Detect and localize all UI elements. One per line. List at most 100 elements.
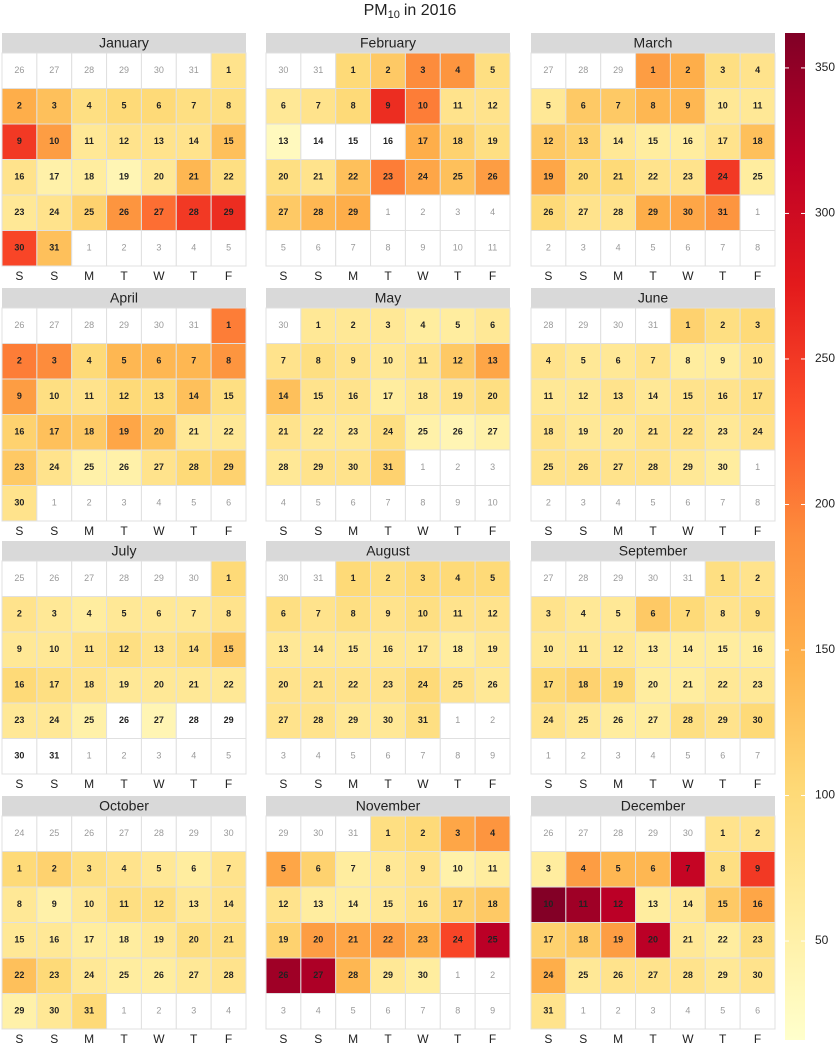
month-header (266, 33, 510, 53)
empty-cell (175, 230, 212, 267)
day-number: 27 (154, 462, 164, 472)
weekday-label: S (579, 269, 587, 283)
day-cell (635, 52, 671, 89)
weekday-label: S (50, 1032, 58, 1045)
day-cell (474, 159, 511, 196)
empty-cell (739, 230, 776, 267)
other-month-day: 3 (455, 207, 460, 217)
day-number: 3 (720, 65, 725, 75)
month-header (2, 33, 246, 53)
other-month-day: 5 (226, 243, 231, 253)
day-cell (210, 922, 247, 959)
empty-cell (300, 52, 337, 89)
day-number: 28 (189, 715, 199, 725)
day-number: 23 (14, 462, 24, 472)
weekday-label: S (279, 1032, 287, 1045)
day-number: 16 (683, 136, 693, 146)
day-cell (704, 52, 741, 89)
other-month-day: 25 (49, 828, 59, 838)
day-number: 3 (546, 609, 551, 619)
day-number: 18 (84, 427, 94, 437)
weekday-label: W (682, 1032, 694, 1045)
other-month-day: 3 (156, 751, 161, 761)
day-number: 1 (385, 828, 390, 838)
weekday-label: S (544, 777, 552, 791)
day-cell (565, 159, 602, 196)
day-cell (404, 159, 441, 196)
day-number: 22 (14, 970, 24, 980)
day-number: 5 (616, 864, 621, 874)
other-month-day: 24 (14, 828, 24, 838)
day-number: 11 (579, 644, 589, 654)
day-cell (36, 631, 73, 668)
day-number: 4 (490, 828, 495, 838)
day-cell (439, 343, 476, 380)
other-month-day: 27 (543, 65, 553, 75)
day-number: 23 (718, 427, 728, 437)
empty-cell (739, 485, 776, 522)
day-cell (106, 667, 142, 704)
day-number: 22 (718, 680, 728, 690)
day-number: 26 (578, 462, 588, 472)
day-cell (530, 631, 567, 668)
day-number: 16 (49, 935, 59, 945)
day-cell (530, 159, 567, 196)
empty-cell (140, 738, 177, 775)
day-cell (739, 815, 776, 852)
day-cell (474, 123, 511, 160)
weekday-label: F (225, 269, 232, 283)
other-month-day: 30 (613, 320, 623, 330)
day-number: 10 (49, 136, 59, 146)
day-number: 4 (455, 573, 460, 583)
other-month-day: 3 (490, 462, 495, 472)
day-number: 20 (648, 680, 658, 690)
day-cell (669, 123, 706, 160)
day-number: 9 (720, 356, 725, 366)
other-month-day: 2 (455, 462, 460, 472)
day-number: 30 (14, 243, 24, 253)
other-month-day: 1 (455, 715, 460, 725)
day-number: 25 (453, 172, 463, 182)
day-cell (265, 88, 302, 125)
day-cell (1, 596, 38, 633)
empty-cell (36, 560, 73, 597)
day-cell (210, 52, 247, 89)
empty-cell (669, 485, 706, 522)
day-cell (739, 88, 776, 125)
other-month-day: 4 (281, 498, 286, 508)
day-number: 10 (418, 609, 428, 619)
day-cell (210, 957, 247, 994)
day-number: 20 (488, 391, 498, 401)
day-number: 9 (385, 609, 390, 619)
day-number: 16 (418, 899, 428, 909)
other-month-day: 4 (616, 243, 621, 253)
day-number: 7 (351, 864, 356, 874)
day-number: 21 (683, 680, 693, 690)
other-month-day: 29 (613, 65, 623, 75)
month-name: April (110, 290, 138, 306)
day-cell (704, 596, 741, 633)
day-number: 2 (685, 65, 690, 75)
other-month-day: 8 (455, 1006, 460, 1016)
day-cell (704, 159, 741, 196)
day-number: 21 (648, 427, 658, 437)
day-number: 16 (753, 644, 763, 654)
day-cell (36, 230, 73, 267)
day-cell (140, 449, 177, 486)
day-number: 8 (351, 101, 356, 111)
day-cell (140, 886, 177, 923)
other-month-day: 29 (278, 828, 288, 838)
day-cell (106, 631, 142, 668)
day-number: 29 (648, 207, 658, 217)
empty-cell (210, 485, 247, 522)
day-cell (739, 922, 776, 959)
day-cell (265, 194, 302, 231)
day-number: 29 (718, 715, 728, 725)
other-month-day: 8 (455, 751, 460, 761)
empty-cell (140, 307, 177, 344)
empty-cell (474, 449, 511, 486)
day-number: 15 (718, 644, 728, 654)
title-subscript: 10 (388, 9, 400, 21)
day-number: 27 (648, 970, 658, 980)
day-number: 18 (543, 427, 553, 437)
